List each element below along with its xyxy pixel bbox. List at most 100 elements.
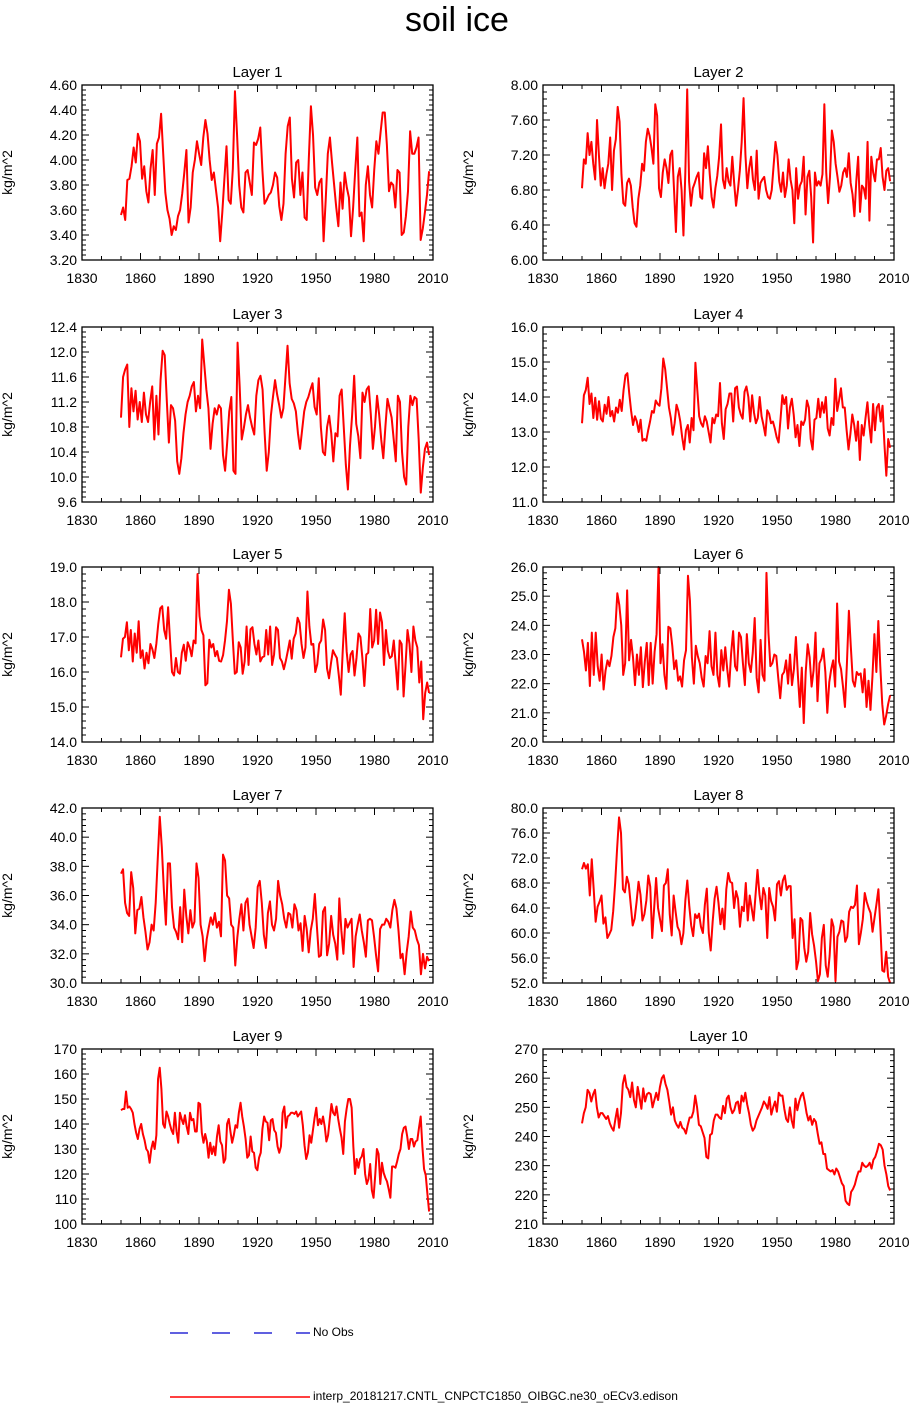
panel-9-ylabel: kg/m^2 — [0, 1114, 15, 1159]
panel-2-ytick-label: 7.20 — [511, 147, 538, 163]
panel-1-xtick-label: 1950 — [300, 270, 331, 286]
panel-7-ytick-label: 32.0 — [50, 946, 77, 962]
panel-5-xtick-label: 1830 — [66, 752, 97, 768]
panel-10-series-line — [581, 1074, 892, 1207]
panel-3-frame — [81, 326, 434, 503]
panel-9-xtick-label: 2010 — [417, 1234, 448, 1250]
panel-6-xtick-label: 1950 — [761, 752, 792, 768]
panel-5-xtick-label: 1920 — [242, 752, 273, 768]
panel-2-xtick-label: 1950 — [761, 270, 792, 286]
panel-10-xtick-label: 1830 — [527, 1234, 558, 1250]
panel-10-ytick-label: 220 — [515, 1187, 539, 1203]
panel-4-xtick-label: 1830 — [527, 512, 558, 528]
panel-5-ytick-label: 16.0 — [50, 664, 77, 680]
panel-6-series-line — [581, 566, 892, 726]
panel-3-ylabel: kg/m^2 — [0, 392, 15, 437]
panel-9-ytick-label: 170 — [54, 1041, 78, 1057]
panel-9-ytick-label: 110 — [55, 1191, 78, 1207]
panel-3-series-line — [120, 338, 431, 494]
panel-1-ytick-label: 3.60 — [50, 202, 77, 218]
panel-10-ytick-label: 230 — [515, 1158, 539, 1174]
legend-label-model: interp_20181217.CNTL_CNPCTC1850_OIBGC.ne… — [313, 1389, 678, 1403]
panel-6-xtick-label: 1860 — [586, 752, 617, 768]
panel-6-ytick-label: 26.0 — [511, 559, 538, 575]
panel-4-frame — [542, 326, 895, 503]
panel-9-xtick-label: 1860 — [125, 1234, 156, 1250]
panel-9-ytick-label: 120 — [54, 1166, 78, 1182]
panel-6-ytick-label: 24.0 — [511, 617, 538, 633]
panel-6-ytick-label: 20.0 — [511, 734, 538, 750]
panel-4-title: Layer 4 — [693, 306, 743, 323]
panel-8-xtick-label: 1830 — [527, 993, 558, 1009]
panel-1-xtick-label: 1920 — [242, 270, 273, 286]
panel-8-xtick-label: 1950 — [761, 993, 792, 1009]
panel-9-xtick-label: 1890 — [183, 1234, 214, 1250]
panel-4-xtick-label: 1860 — [586, 512, 617, 528]
panel-2-frame — [542, 84, 895, 261]
panel-10-ytick-label: 270 — [515, 1041, 539, 1057]
panel-3-xtick-label: 1890 — [183, 512, 214, 528]
panel-4-ytick-label: 15.0 — [511, 354, 538, 370]
panel-1-ytick-label: 3.20 — [50, 252, 77, 268]
panel-5-series-line — [120, 573, 431, 721]
panel-2-xtick-label: 1890 — [644, 270, 675, 286]
panel-7-ytick-label: 34.0 — [50, 917, 77, 933]
panel-3-ytick-label: 9.6 — [58, 494, 78, 510]
panel-4-xtick-label: 1980 — [820, 512, 851, 528]
panel-10-xtick-label: 1950 — [761, 1234, 792, 1250]
panel-1-xtick-label: 1830 — [66, 270, 97, 286]
panel-6-xtick-label: 1890 — [644, 752, 675, 768]
panel-7-xtick-label: 1920 — [242, 993, 273, 1009]
panel-10-xtick-label: 2010 — [878, 1234, 909, 1250]
panel-7-xtick-label: 2010 — [417, 993, 448, 1009]
panel-4-xtick-label: 1890 — [644, 512, 675, 528]
panel-8-xtick-label: 1890 — [644, 993, 675, 1009]
panel-6-ylabel: kg/m^2 — [460, 632, 476, 677]
panel-2-ytick-label: 7.60 — [511, 112, 538, 128]
panel-7-ytick-label: 38.0 — [50, 858, 77, 874]
panel-8-xtick-label: 2010 — [878, 993, 909, 1009]
panel-5-ytick-label: 15.0 — [50, 699, 77, 715]
panel-7-xtick-label: 1980 — [359, 993, 390, 1009]
panel-7-ytick-label: 40.0 — [50, 829, 77, 845]
panel-9-xtick-label: 1950 — [300, 1234, 331, 1250]
panel-5-ylabel: kg/m^2 — [0, 632, 15, 677]
panel-8-ytick-label: 76.0 — [511, 825, 538, 841]
panel-6-ytick-label: 23.0 — [511, 647, 538, 663]
panel-6-ytick-label: 22.0 — [511, 676, 538, 692]
panel-7-xtick-label: 1830 — [66, 993, 97, 1009]
panel-3-ytick-label: 11.6 — [51, 369, 77, 385]
panel-10-xtick-label: 1980 — [820, 1234, 851, 1250]
panel-5-xtick-label: 1950 — [300, 752, 331, 768]
panel-7-ylabel: kg/m^2 — [0, 873, 15, 918]
panel-4-xtick-label: 1920 — [703, 512, 734, 528]
panel-8-ylabel: kg/m^2 — [460, 873, 476, 918]
panel-4-xtick-label: 1950 — [761, 512, 792, 528]
panel-9-ytick-label: 140 — [54, 1116, 78, 1132]
panel-4-ytick-label: 12.0 — [511, 459, 538, 475]
panel-10-xtick-label: 1860 — [586, 1234, 617, 1250]
legend-label-obs: No Obs — [313, 1325, 354, 1339]
panel-9-ytick-label: 100 — [54, 1216, 78, 1232]
panel-9-ytick-label: 130 — [54, 1141, 78, 1157]
panel-5-ytick-label: 14.0 — [50, 734, 77, 750]
panel-2-series-line — [581, 88, 892, 244]
panel-2-ylabel: kg/m^2 — [460, 150, 476, 195]
panel-2-xtick-label: 1920 — [703, 270, 734, 286]
panel-1-ylabel: kg/m^2 — [0, 150, 15, 195]
panel-5-ytick-label: 17.0 — [50, 629, 77, 645]
panel-3-xtick-label: 1830 — [66, 512, 97, 528]
panel-7-ytick-label: 30.0 — [50, 975, 77, 991]
panel-3-ytick-label: 12.0 — [50, 344, 77, 360]
panel-1-xtick-label: 1980 — [359, 270, 390, 286]
panel-5-ytick-label: 19.0 — [50, 559, 77, 575]
panel-1-ytick-label: 4.20 — [50, 127, 77, 143]
panel-3-ytick-label: 10.4 — [50, 444, 77, 460]
panel-4-ytick-label: 14.0 — [511, 389, 538, 405]
panel-5-xtick-label: 2010 — [417, 752, 448, 768]
panel-2-ytick-label: 6.80 — [511, 182, 538, 198]
panel-5-ytick-label: 18.0 — [50, 594, 77, 610]
panel-8-ytick-label: 52.0 — [511, 975, 538, 991]
panel-10-ytick-label: 210 — [515, 1216, 539, 1232]
